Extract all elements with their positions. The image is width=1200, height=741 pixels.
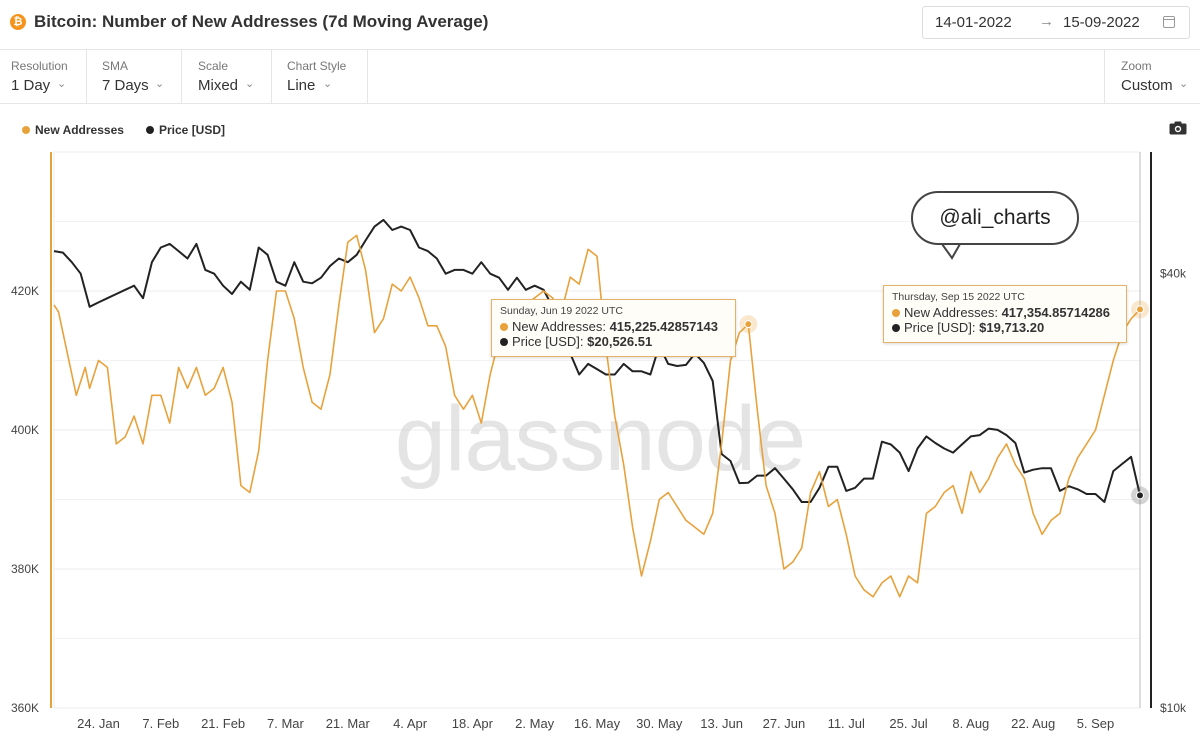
zoom-dropdown[interactable]: Zoom Custom ⌄: [1104, 50, 1200, 103]
x-tick-label: 25. Jul: [889, 716, 927, 731]
y-axis-left: 360K 380K 400K 420K: [11, 284, 39, 715]
tooltip-value: 415,225.42857143: [609, 319, 719, 334]
chevron-down-icon: ⌄: [323, 78, 333, 90]
legend-item-price[interactable]: Price [USD]: [146, 123, 225, 137]
series-line-new-addresses: [53, 234, 1141, 598]
scale-dropdown[interactable]: Scale Mixed ⌄: [182, 50, 272, 103]
hover-marker-new-addresses: [744, 320, 753, 329]
zoom-value: Custom: [1121, 77, 1173, 94]
x-tick-label: 18. Apr: [452, 716, 494, 731]
legend-item-new-addresses[interactable]: New Addresses: [22, 123, 124, 137]
x-tick-label: 21. Mar: [326, 716, 371, 731]
date-start-input[interactable]: 14-01-2022: [935, 14, 1012, 31]
y-left-tick-label: 360K: [11, 701, 39, 715]
x-tick-label: 22. Aug: [1011, 716, 1055, 731]
x-tick-label: 27. Jun: [763, 716, 806, 731]
x-tick-label: 16. May: [574, 716, 621, 731]
chevron-down-icon: ⌄: [245, 78, 255, 90]
legend-label: New Addresses: [35, 123, 124, 137]
chart-controls: Resolution 1 Day ⌄ SMA 7 Days ⌄ Scale Mi…: [0, 50, 1200, 104]
legend-dot: [146, 126, 154, 134]
chevron-down-icon: ⌄: [57, 78, 67, 90]
x-tick-label: 7. Feb: [142, 716, 179, 731]
x-tick-label: 2. May: [515, 716, 555, 731]
calendar-icon[interactable]: [1163, 16, 1175, 28]
y-left-tick-label: 380K: [11, 562, 39, 576]
tooltip-value: $19,713.20: [979, 320, 1045, 335]
page-title: Bitcoin: Number of New Addresses (7d Mov…: [34, 12, 489, 31]
x-tick-label: 30. May: [636, 716, 683, 731]
tooltip-value: $20,526.51: [587, 334, 653, 349]
tooltip-row-price: Price [USD]: $20,526.51: [500, 334, 727, 349]
chart-style-label: Chart Style: [287, 59, 347, 73]
y-left-tick-label: 420K: [11, 284, 39, 298]
hover-marker-new-addresses: [1136, 305, 1144, 314]
x-tick-label: 4. Apr: [393, 716, 428, 731]
chart-style-value: Line: [287, 77, 316, 94]
x-tick-label: 21. Feb: [201, 716, 245, 731]
x-tick-label: 7. Mar: [267, 716, 305, 731]
tooltip-label: New Addresses:: [904, 305, 998, 320]
date-range-picker[interactable]: 14-01-2022 → 15-09-2022: [922, 6, 1190, 39]
legend-label: Price [USD]: [159, 123, 226, 137]
tooltip-date: Thursday, Sep 15 2022 UTC: [892, 291, 1025, 303]
tooltip-dot: [500, 338, 508, 346]
y-right-tick-label: $40k: [1160, 267, 1187, 281]
tooltip-dot: [500, 323, 508, 331]
tooltip-row-price: Price [USD]: $19,713.20: [892, 320, 1118, 335]
y-axis-right: $10k $40k: [1160, 267, 1187, 715]
resolution-value: 1 Day: [11, 77, 51, 94]
sma-value: 7 Days: [102, 77, 149, 94]
tooltip-row-addresses: New Addresses: 417,354.85714286: [892, 305, 1118, 320]
zoom-label: Zoom: [1121, 59, 1152, 73]
tooltip-label: New Addresses:: [512, 319, 606, 334]
chevron-down-icon: ⌄: [155, 78, 165, 90]
resolution-label: Resolution: [11, 59, 68, 73]
chart-header: ₿ Bitcoin: Number of New Addresses (7d M…: [0, 0, 1200, 50]
scale-label: Scale: [198, 59, 229, 73]
tooltip-value: 417,354.85714286: [1001, 305, 1111, 320]
y-right-tick-label: $10k: [1160, 701, 1187, 715]
bitcoin-icon: ₿: [10, 14, 26, 30]
tooltip-jun-19: Sunday, Jun 19 2022 UTC New Addresses: 4…: [491, 299, 736, 357]
tooltip-label: Price [USD]:: [512, 334, 584, 349]
hover-markers: [739, 300, 1149, 505]
x-tick-label: 5. Sep: [1077, 716, 1115, 731]
tooltip-row-addresses: New Addresses: 415,225.42857143: [500, 319, 727, 334]
date-end-input[interactable]: 15-09-2022: [1063, 14, 1140, 31]
tooltip-dot: [892, 309, 900, 317]
y-left-tick-label: 400K: [11, 423, 39, 437]
legend-dot: [22, 126, 30, 134]
sma-label: SMA: [102, 59, 129, 73]
speech-bubble-tail: [941, 243, 961, 260]
watermark: glassnode: [395, 388, 805, 490]
tooltip-dot: [892, 324, 900, 332]
camera-icon[interactable]: [1169, 121, 1187, 135]
x-tick-label: 13. Jun: [700, 716, 743, 731]
chart-style-dropdown[interactable]: Chart Style Line ⌄: [272, 50, 368, 103]
resolution-dropdown[interactable]: Resolution 1 Day ⌄: [0, 50, 87, 103]
x-axis: 24. Jan 7. Feb 21. Feb 7. Mar 21. Mar 4. Apr 1…: [77, 716, 1114, 731]
x-tick-label: 11. Jul: [828, 716, 865, 731]
series-line-price: [53, 218, 1141, 503]
scale-value: Mixed: [198, 77, 239, 94]
sma-dropdown[interactable]: SMA 7 Days ⌄: [87, 50, 182, 103]
x-tick-label: 8. Aug: [952, 716, 989, 731]
chevron-down-icon: ⌄: [1179, 78, 1189, 90]
author-annotation: @ali_charts: [911, 191, 1079, 245]
tooltip-date: Sunday, Jun 19 2022 UTC: [500, 305, 623, 317]
x-tick-label: 24. Jan: [77, 716, 120, 731]
tooltip-label: Price [USD]:: [904, 320, 976, 335]
hover-marker-price: [1136, 491, 1144, 500]
arrow-right-icon: →: [1039, 13, 1054, 30]
tooltip-sep-15: Thursday, Sep 15 2022 UTC New Addresses:…: [883, 285, 1127, 343]
